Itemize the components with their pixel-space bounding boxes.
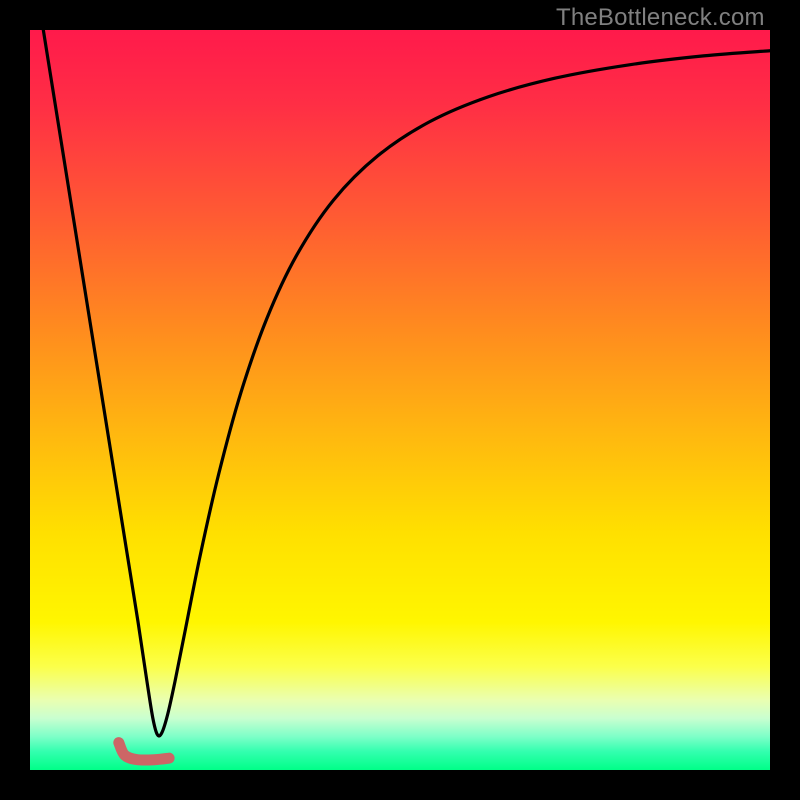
plot-area — [30, 30, 770, 770]
main-curve — [43, 30, 770, 736]
curve-layer — [30, 30, 770, 770]
watermark-text: TheBottleneck.com — [556, 4, 765, 32]
flat-region-marker — [119, 743, 169, 760]
